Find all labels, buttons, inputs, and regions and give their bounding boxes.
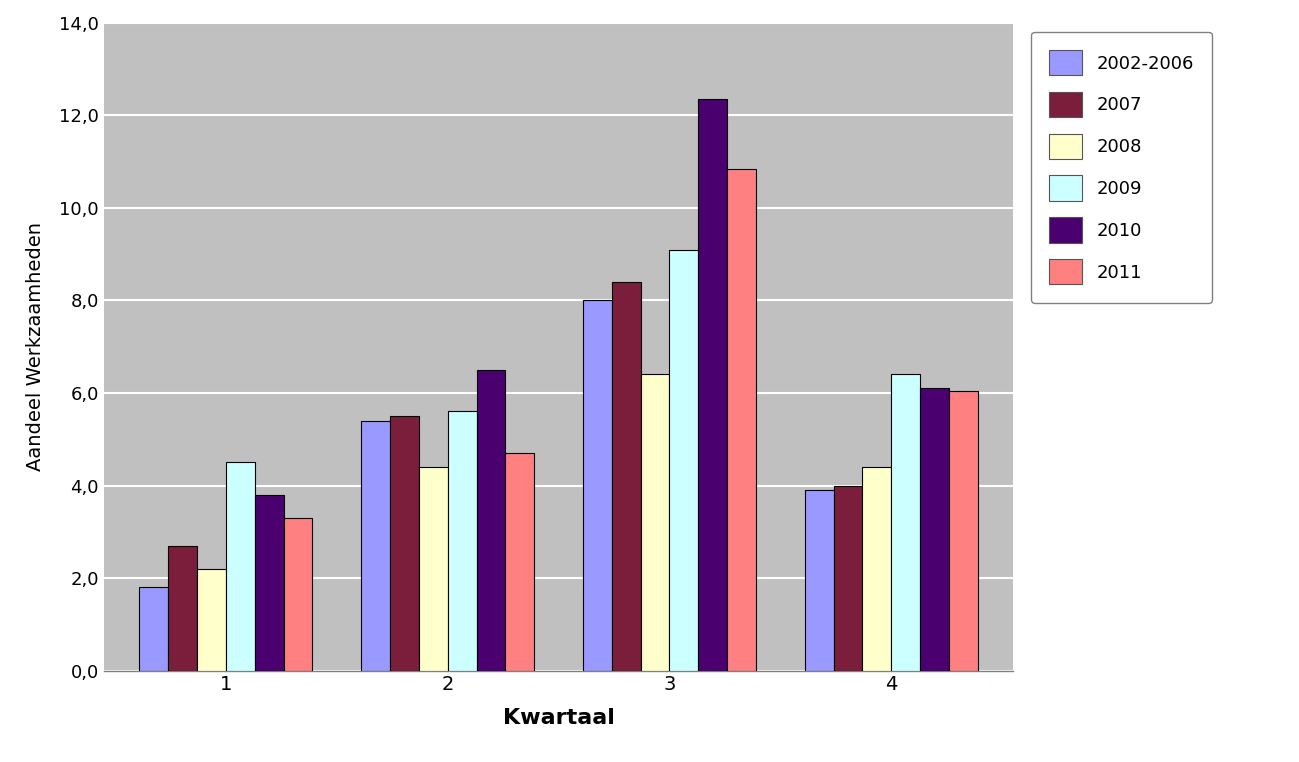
Bar — [583, 300, 612, 671]
Bar — [612, 282, 640, 671]
Bar — [197, 568, 226, 671]
Bar — [283, 518, 312, 671]
Bar — [418, 467, 448, 671]
Bar — [863, 467, 891, 671]
Bar — [448, 411, 477, 671]
X-axis label: Kwartaal: Kwartaal — [503, 709, 614, 728]
Y-axis label: Aandeel Werkzaamheden: Aandeel Werkzaamheden — [26, 223, 45, 471]
Bar — [920, 389, 948, 671]
Bar — [477, 370, 505, 671]
Bar — [255, 495, 283, 671]
Bar — [834, 485, 863, 671]
Bar — [139, 588, 169, 671]
Bar — [505, 453, 534, 671]
Bar — [805, 490, 834, 671]
Bar — [390, 416, 418, 671]
Bar — [699, 99, 727, 671]
Bar — [169, 546, 197, 671]
Bar — [727, 168, 756, 671]
Legend: 2002-2006, 2007, 2008, 2009, 2010, 2011: 2002-2006, 2007, 2008, 2009, 2010, 2011 — [1031, 32, 1212, 303]
Bar — [361, 421, 390, 671]
Bar — [640, 374, 669, 671]
Bar — [948, 391, 978, 671]
Bar — [226, 463, 255, 671]
Bar — [891, 374, 920, 671]
Bar — [669, 250, 699, 671]
